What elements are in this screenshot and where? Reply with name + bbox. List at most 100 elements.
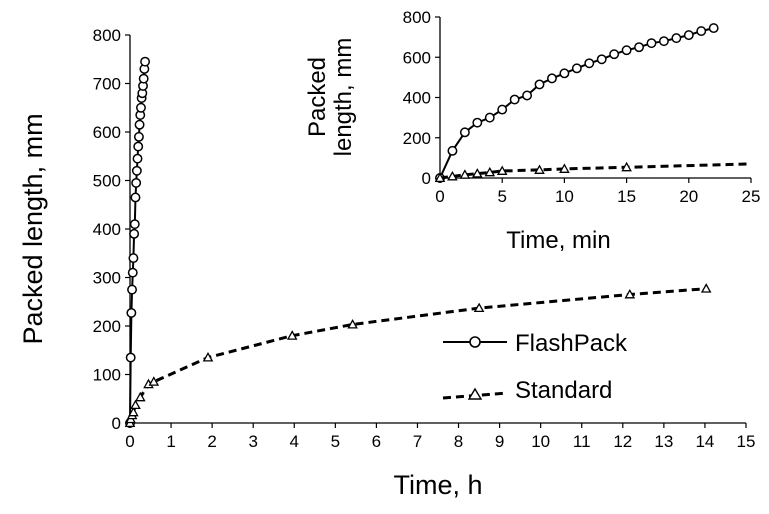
main-x-tick-label: 4 — [290, 432, 299, 451]
main-x-tick-label: 7 — [413, 432, 422, 451]
main-x-tick-label: 12 — [613, 432, 632, 451]
main-y-tick-label: 800 — [93, 26, 121, 45]
main-y-tick-label: 300 — [93, 269, 121, 288]
main-x-tick-label: 13 — [654, 432, 673, 451]
legend-standard-marker — [467, 387, 483, 400]
inset-flashpack-point — [571, 63, 582, 74]
inset-flashpack-point — [447, 145, 458, 156]
main-flashpack-point — [129, 219, 140, 230]
inset-x-axis-title: Time, min — [506, 227, 610, 254]
main-y-tick-label: 0 — [112, 414, 121, 433]
inset-standard-point — [484, 166, 496, 177]
main-flashpack-point — [138, 73, 149, 84]
main-x-tick-label: 9 — [495, 432, 504, 451]
main-flashpack-point — [136, 102, 146, 113]
main-x-tick-label: 6 — [372, 432, 381, 451]
main-standard-point — [347, 318, 358, 329]
inset-flashpack-line — [439, 27, 714, 179]
main-standard-point — [473, 302, 485, 313]
inset-standard-line — [439, 162, 752, 180]
inset-flashpack-point — [609, 49, 620, 60]
main-x-tick-label: 0 — [125, 432, 134, 451]
main-flashpack-point — [126, 307, 137, 318]
inset-flashpack-point — [547, 73, 557, 84]
inset-x-tick-label: 5 — [497, 187, 506, 206]
inset-x-tick-label: 20 — [679, 187, 698, 206]
inset-flashpack-point — [484, 112, 495, 123]
inset-flashpack-point — [634, 42, 644, 53]
inset-standard-point — [559, 163, 570, 173]
inset-flashpack-point — [621, 45, 632, 56]
inset-x-tick-label: 0 — [435, 187, 444, 206]
main-y-axis-title: Packed length, mm — [18, 113, 48, 344]
inset-flashpack-point — [683, 30, 694, 41]
inset-flashpack-point — [671, 33, 682, 44]
inset-y-tick-label: 800 — [403, 8, 431, 27]
main-standard-point — [624, 288, 636, 299]
main-x-tick-label: 15 — [737, 432, 756, 451]
inset-flashpack-point — [584, 58, 595, 69]
main-flashpack-point — [130, 192, 141, 203]
inset-standard-point — [471, 168, 483, 178]
main-x-tick-label: 8 — [454, 432, 463, 451]
main-standard-point — [134, 391, 146, 402]
main-flashpack-point — [132, 153, 143, 164]
main-y-tick-label: 200 — [93, 317, 121, 336]
inset-standard-point — [459, 169, 471, 179]
inset-y-axis-title-line: length, mm — [330, 38, 357, 157]
main-y-tick-label: 400 — [93, 220, 121, 239]
main-x-tick-label: 5 — [331, 432, 340, 451]
main-standard-point — [148, 376, 160, 386]
inset-flashpack-point — [497, 104, 508, 115]
main-flashpack-point — [131, 165, 142, 176]
inset-flashpack-point — [658, 36, 669, 47]
inset-flashpack-point — [472, 117, 483, 128]
main-y-tick-label: 700 — [93, 75, 121, 94]
main-flashpack-point — [134, 119, 145, 130]
inset-flashpack-point — [534, 79, 545, 90]
main-x-tick-label: 2 — [207, 432, 216, 451]
main-y-tick-label: 500 — [93, 172, 121, 191]
inset-flashpack-point — [459, 127, 470, 138]
inset-flashpack-point — [646, 38, 657, 49]
main-standard-point — [700, 283, 712, 293]
main-standard-point — [202, 351, 214, 362]
inset-y-tick-label: 400 — [403, 89, 431, 108]
inset-chart: 0 5 10 15 20 25 0 200 400 600 800 Time, min Packedle… — [304, 8, 760, 254]
inset-x-tick-label: 15 — [617, 187, 636, 206]
legend-flashpack-label: FlashPack — [515, 330, 628, 357]
inset-flashpack-point — [696, 26, 707, 37]
inset-standard-point — [621, 161, 632, 172]
main-x-axis-title: Time, h — [393, 470, 482, 500]
inset-flashpack-point — [509, 94, 520, 105]
main-flashpack-point — [127, 284, 138, 295]
inset-flashpack-point — [522, 90, 533, 101]
inset-standard-point — [534, 164, 545, 174]
main-x-tick-label: 10 — [531, 432, 550, 451]
inset-flashpack-point — [559, 68, 570, 79]
main-y-tick-label: 100 — [93, 366, 121, 385]
inset-y-tick-label: 0 — [422, 169, 431, 188]
inset-standard-point — [496, 165, 508, 175]
legend-flashpack-marker — [469, 336, 481, 348]
main-flashpack-point — [129, 228, 140, 239]
legend: FlashPack Standard — [442, 330, 628, 404]
main-flashpack-point — [128, 253, 139, 264]
main-flashpack-point — [133, 131, 144, 142]
inset-flashpack-point — [596, 54, 607, 65]
main-flashpack-point — [140, 56, 151, 67]
inset-x-tick-label: 25 — [742, 187, 761, 206]
main-x-tick-label: 3 — [248, 432, 257, 451]
inset-y-axis-title: Packedlength, mm — [304, 38, 357, 157]
legend-standard-label: Standard — [515, 377, 612, 404]
inset-standard-point — [447, 170, 458, 181]
main-flashpack-point — [125, 352, 136, 363]
main-standard-point — [130, 399, 141, 410]
main-flashpack-point — [127, 267, 138, 278]
inset-flashpack-point — [708, 23, 719, 34]
main-flashpack-point — [133, 141, 144, 152]
main-y-tick-label: 600 — [93, 123, 121, 142]
main-x-tick-label: 14 — [695, 432, 714, 451]
inset-standard-point — [434, 172, 446, 183]
